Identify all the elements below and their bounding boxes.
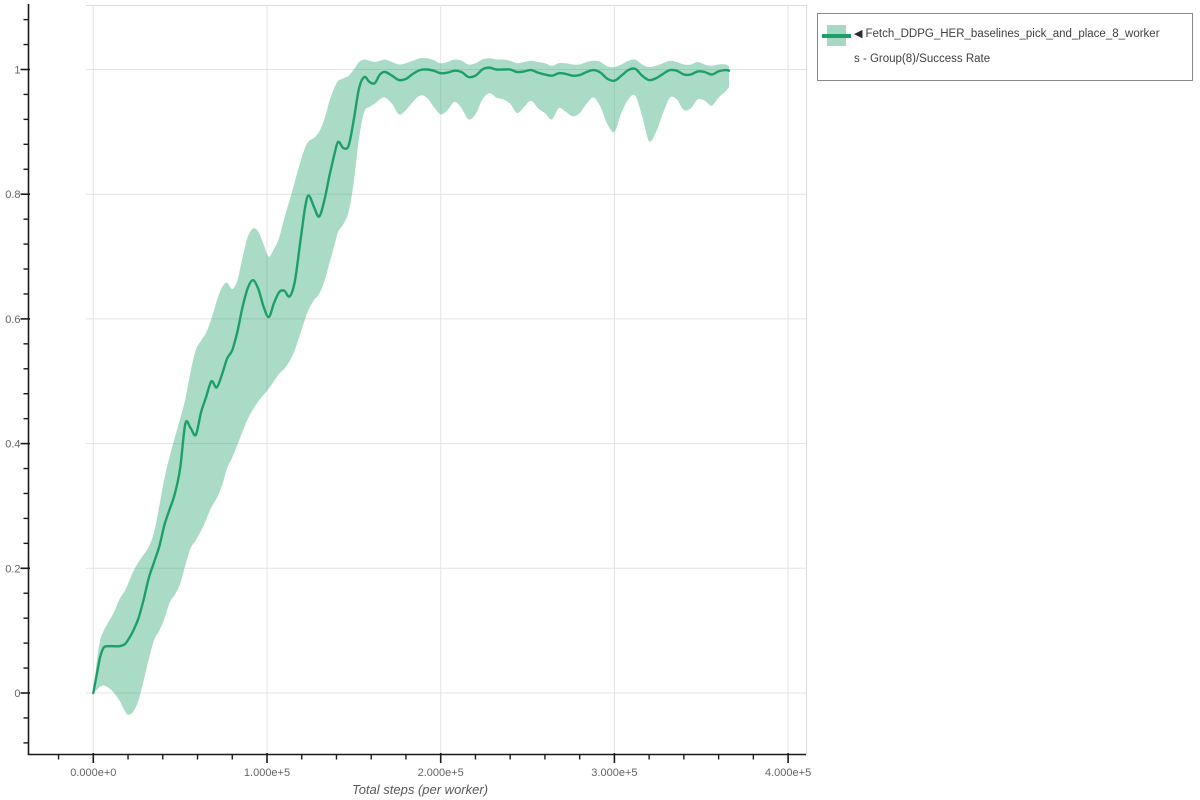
- x-tick-label: 0.000e+0: [70, 767, 116, 779]
- y-tick-label: 0.2: [5, 563, 20, 575]
- series-confidence-band: [93, 58, 730, 715]
- series-mean-line: [92, 66, 731, 695]
- y-tick-label: 0.4: [5, 439, 20, 451]
- y-tick-label: 1: [14, 65, 20, 77]
- legend-label-line2: s - Group(8)/Success Rate: [854, 53, 991, 65]
- legend-line-icon: [822, 34, 851, 38]
- y-tick-label: 0.6: [5, 314, 20, 326]
- y-tick-label: 0: [14, 688, 20, 700]
- x-axis-title: Total steps (per worker): [351, 782, 489, 797]
- legend-label-line1: ◀ Fetch_DDPG_HER_baselines_pick_and_place…: [854, 22, 1160, 47]
- x-tick-label: 3.000e+5: [591, 767, 637, 779]
- legend[interactable]: ◀ Fetch_DDPG_HER_baselines_pick_and_place…: [817, 13, 1193, 81]
- x-tick-label: 2.000e+5: [418, 767, 464, 779]
- series-marker-icon: ◀: [854, 28, 863, 40]
- x-tick-label: 4.000e+5: [765, 767, 811, 779]
- x-tick-label: 1.000e+5: [244, 767, 290, 779]
- legend-swatch-icon: [822, 25, 852, 47]
- legend-label: ◀ Fetch_DDPG_HER_baselines_pick_and_place…: [854, 22, 1160, 72]
- y-tick-label: 0.8: [5, 189, 20, 201]
- legend-series-name: Fetch_DDPG_HER_baselines_pick_and_place_…: [865, 28, 1160, 40]
